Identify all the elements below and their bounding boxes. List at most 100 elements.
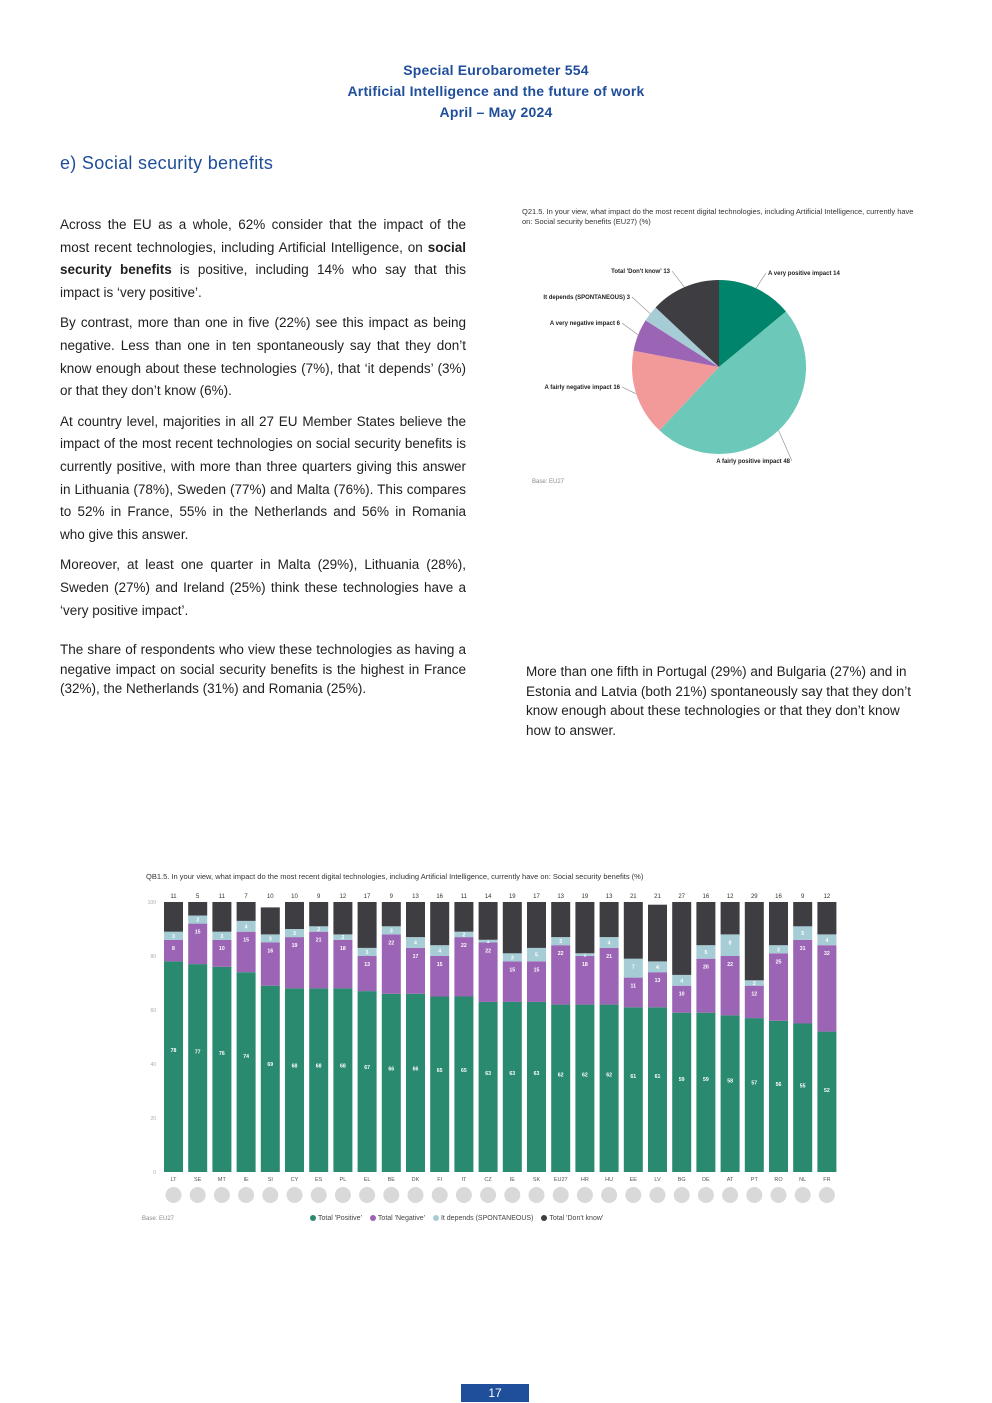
bar-value-label: 15 bbox=[243, 938, 249, 944]
bar-value-label: 63 bbox=[485, 1071, 491, 1077]
pie-slice bbox=[719, 280, 787, 367]
bar-value-label: 3 bbox=[366, 950, 369, 956]
bar-segment bbox=[406, 947, 425, 994]
flag-icon bbox=[528, 1187, 545, 1203]
bar-segment bbox=[769, 953, 788, 1021]
category-label: NL bbox=[799, 1177, 806, 1183]
bar-segment bbox=[817, 945, 837, 1032]
pie-source: Base: EU27 bbox=[532, 479, 565, 485]
bar-value-label: 11 bbox=[631, 984, 637, 990]
bar-value-label: 21 bbox=[316, 938, 322, 944]
bar-value-label: 10 bbox=[219, 946, 225, 952]
bar-value-label: 68 bbox=[316, 1063, 322, 1069]
pie-chart-figure: Q21.5. In your view, what impact do the … bbox=[522, 207, 922, 497]
bar-segment bbox=[696, 945, 716, 959]
bar-value-label: 21 bbox=[606, 954, 612, 960]
pie-slice bbox=[645, 307, 719, 367]
paragraph-6: More than one fifth in Portugal (29%) an… bbox=[526, 664, 912, 738]
y-tick-label: 60 bbox=[150, 1008, 156, 1014]
bar-value-label: 1 bbox=[487, 939, 490, 945]
bar-value-label: 2 bbox=[462, 932, 465, 938]
bar-value-label: 19 bbox=[292, 943, 298, 949]
report-header: Special Eurobarometer 554 Artificial Int… bbox=[0, 60, 992, 123]
bar-segment bbox=[333, 988, 353, 1172]
bar-segment bbox=[599, 947, 619, 1005]
bar-segment bbox=[599, 902, 619, 938]
bar-segment bbox=[793, 926, 813, 940]
bar-segment bbox=[672, 1012, 692, 1172]
pie-leader-line bbox=[621, 322, 639, 336]
bar-segment bbox=[285, 988, 304, 1172]
bar-segment bbox=[672, 902, 692, 975]
bar-value-label: 7 bbox=[632, 965, 635, 971]
category-label: BG bbox=[678, 1177, 686, 1183]
bar-value-label: 22 bbox=[461, 943, 467, 949]
category-label: RO bbox=[774, 1177, 783, 1183]
pie-slice-label: A very negative impact 6 bbox=[550, 321, 621, 327]
bar-segment bbox=[502, 1001, 522, 1172]
bar-chart-title: QB1.5. In your view, what impact do the … bbox=[146, 872, 644, 881]
bar-value-label: 2 bbox=[317, 927, 320, 933]
bar-top-label: 21 bbox=[654, 894, 661, 900]
bar-segment bbox=[672, 985, 692, 1013]
section-title: e) Social security benefits bbox=[60, 153, 274, 173]
bar-segment bbox=[309, 926, 329, 932]
category-label: EL bbox=[364, 1177, 371, 1183]
legend-swatch bbox=[369, 1215, 376, 1222]
bar-top-label: 17 bbox=[533, 894, 540, 900]
category-label: ES bbox=[315, 1177, 323, 1183]
flag-icon bbox=[238, 1187, 255, 1203]
paragraph-5: The share of respondents who view these … bbox=[60, 642, 466, 697]
bar-segment bbox=[285, 929, 304, 938]
bar-top-label: 10 bbox=[291, 894, 298, 900]
category-label: EE bbox=[630, 1177, 638, 1183]
page-number: 17 bbox=[461, 1384, 529, 1402]
bar-top-label: 12 bbox=[340, 894, 347, 900]
bar-value-label: 69 bbox=[267, 1062, 273, 1068]
flag-icon bbox=[504, 1187, 521, 1203]
legend-item: Total 'Positive' bbox=[310, 1215, 362, 1222]
bar-top-label: 21 bbox=[630, 894, 637, 900]
bar-value-label: 3 bbox=[559, 939, 562, 945]
bar-value-label: 13 bbox=[364, 962, 370, 968]
bar-segment bbox=[430, 945, 450, 956]
flag-icon bbox=[794, 1187, 811, 1203]
category-label: SE bbox=[194, 1177, 202, 1183]
flag-icon bbox=[407, 1187, 424, 1203]
bar-segment bbox=[188, 915, 208, 924]
bar-segment bbox=[623, 977, 643, 1008]
bar-value-label: 77 bbox=[195, 1049, 201, 1055]
category-label: CZ bbox=[484, 1177, 492, 1183]
pie-slice bbox=[655, 280, 719, 367]
flag-icon bbox=[455, 1187, 472, 1203]
flag-icon bbox=[383, 1187, 400, 1203]
bar-top-label: 11 bbox=[219, 894, 226, 900]
bar-top-label: 29 bbox=[751, 894, 758, 900]
bar-segment bbox=[260, 985, 280, 1172]
bar-value-label: 62 bbox=[582, 1073, 588, 1079]
bar-value-label: 5 bbox=[801, 931, 804, 937]
bar-value-label: 76 bbox=[219, 1051, 225, 1057]
bar-segment bbox=[817, 1031, 837, 1172]
bar-segment bbox=[502, 953, 522, 962]
bar-value-label: 5 bbox=[535, 953, 538, 959]
legend-label: Total 'Positive' bbox=[318, 1215, 362, 1222]
bar-value-label: 4 bbox=[656, 965, 659, 971]
bar-value-label: 15 bbox=[195, 930, 201, 936]
bar-top-label: 16 bbox=[703, 894, 710, 900]
flag-icon bbox=[818, 1187, 835, 1203]
bar-segment bbox=[309, 902, 329, 927]
pie-slice-label: A fairly positive impact 48 bbox=[716, 459, 790, 465]
bar-value-label: 4 bbox=[438, 949, 441, 955]
legend-label: Total 'Negative' bbox=[377, 1215, 425, 1222]
bar-segment bbox=[720, 1015, 740, 1172]
bold-term: social security benefits bbox=[60, 239, 466, 278]
bar-value-label: 4 bbox=[825, 938, 828, 944]
bar-segment bbox=[817, 934, 837, 946]
bar-top-label: 27 bbox=[678, 894, 685, 900]
pie-leader-line bbox=[778, 430, 793, 462]
bar-segment bbox=[478, 1001, 498, 1172]
flag-icon bbox=[334, 1187, 351, 1203]
bar-value-label: 4 bbox=[680, 978, 683, 984]
bar-value-label: 55 bbox=[800, 1083, 806, 1089]
